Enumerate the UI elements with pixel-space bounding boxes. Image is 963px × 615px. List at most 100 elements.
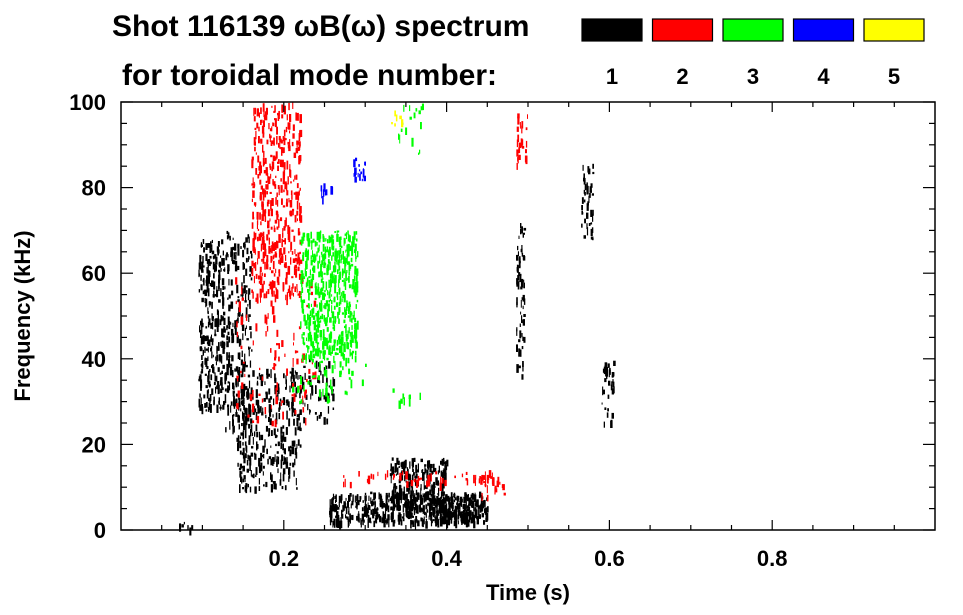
spectral-point (487, 506, 489, 513)
spectral-point (239, 450, 242, 455)
spectral-point (377, 514, 380, 518)
spectral-point (260, 462, 263, 472)
spectral-point (278, 249, 281, 258)
spectral-point (296, 210, 299, 216)
spectral-point (299, 129, 303, 137)
spectral-point (244, 441, 247, 446)
spectral-point (276, 199, 279, 207)
spectral-point (285, 427, 288, 435)
spectral-point (274, 184, 277, 189)
spectral-point (354, 356, 357, 363)
spectral-point (199, 346, 202, 352)
spectral-point (410, 480, 414, 487)
spectral-point (292, 208, 294, 216)
x-tick-label: 0.4 (431, 546, 462, 571)
spectral-point (371, 500, 374, 507)
spectral-point (253, 231, 255, 241)
spectral-point (329, 317, 332, 323)
chart-title-line2: for toroidal mode number: (122, 59, 497, 92)
spectral-point (230, 322, 232, 325)
spectral-point (224, 286, 226, 290)
spectral-point (334, 360, 336, 369)
spectral-point (319, 320, 322, 323)
spectral-point (438, 487, 440, 496)
spectral-point (216, 385, 219, 390)
spectral-point (254, 486, 257, 494)
spectral-point (239, 440, 242, 449)
spectral-point (356, 499, 359, 503)
spectral-point (271, 126, 273, 132)
spectral-point (591, 213, 594, 216)
spectral-point (200, 336, 203, 345)
spectral-point (345, 272, 347, 281)
spectral-point (294, 427, 297, 436)
spectral-point (338, 237, 341, 245)
spectral-point (357, 251, 359, 258)
spectral-point (349, 264, 352, 270)
spectral-point (322, 234, 324, 239)
spectral-point (263, 247, 265, 250)
spectral-point (242, 413, 245, 421)
spectral-point (213, 381, 216, 386)
spectral-point (211, 340, 214, 346)
spectral-point (235, 251, 237, 255)
spectral-point (245, 424, 247, 432)
spectral-point (400, 398, 403, 404)
spectral-point (432, 483, 435, 490)
spectral-point (288, 446, 291, 452)
spectral-point (319, 270, 322, 277)
spectral-point (317, 377, 320, 383)
spectral-point (306, 277, 309, 283)
spectral-point (475, 501, 477, 506)
spectral-point (245, 285, 248, 288)
spectral-point (283, 373, 285, 379)
spectral-point (392, 508, 395, 511)
x-tick-label: 0.6 (594, 546, 625, 571)
spectral-point (356, 299, 359, 303)
spectral-point (297, 293, 300, 296)
spectral-point (375, 514, 378, 524)
spectral-point (435, 500, 439, 504)
spectral-point (454, 475, 456, 479)
spectral-point (409, 105, 411, 112)
spectral-point (189, 527, 192, 536)
spectral-point (208, 381, 211, 388)
spectral-point (280, 252, 283, 256)
spectral-point (313, 324, 316, 331)
spectral-point (246, 247, 249, 255)
spectral-point (396, 491, 398, 500)
spectral-point (294, 381, 296, 387)
spectral-point (208, 318, 211, 326)
spectral-point (352, 236, 354, 244)
spectral-point (476, 517, 479, 525)
spectral-point (603, 421, 605, 428)
spectral-point (271, 288, 274, 295)
spectral-point (610, 420, 613, 428)
spectral-point (328, 249, 331, 255)
spectral-point (583, 173, 585, 182)
spectral-point (403, 104, 405, 112)
spectral-point (201, 368, 204, 374)
spectral-point (243, 420, 245, 428)
spectral-point (471, 514, 473, 524)
spectral-point (277, 468, 279, 474)
spectral-point (388, 499, 390, 503)
spectral-point (211, 334, 212, 337)
spectral-point (235, 398, 238, 405)
spectral-point (300, 399, 303, 404)
spectral-point (255, 168, 258, 175)
spectral-point (252, 211, 254, 220)
spectral-point (483, 481, 486, 484)
spectral-point (271, 166, 273, 172)
spectral-point (242, 465, 245, 472)
spectral-point (520, 311, 522, 315)
spectral-point (240, 246, 242, 249)
legend-swatch-mode-1 (581, 18, 643, 42)
spectral-point (240, 316, 244, 325)
spectral-point (294, 447, 297, 455)
spectral-point (522, 320, 525, 324)
spectral-point (590, 228, 593, 236)
spectral-point (252, 437, 254, 445)
spectral-point (456, 497, 459, 506)
spectral-point (293, 332, 295, 341)
